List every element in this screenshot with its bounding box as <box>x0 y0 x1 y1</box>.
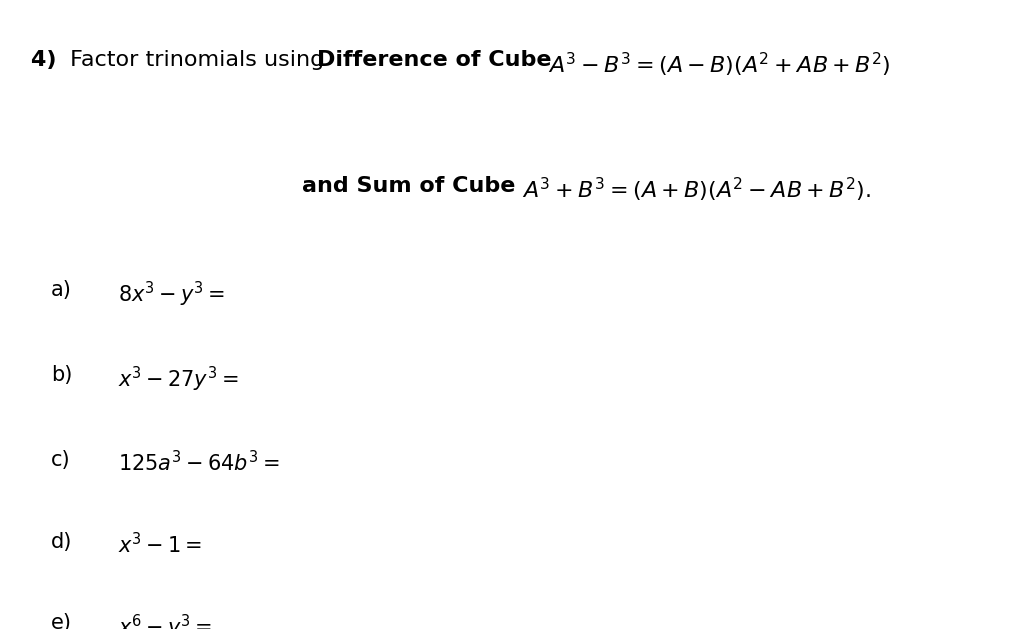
Text: $x^3 - 27y^3 =$: $x^3 - 27y^3 =$ <box>118 365 239 394</box>
Text: Difference of Cube: Difference of Cube <box>317 50 560 70</box>
Text: d): d) <box>51 532 73 552</box>
Text: e): e) <box>51 613 73 629</box>
Text: $A^3 - B^3 = (A - B)( A^2 + AB + B^2)$: $A^3 - B^3 = (A - B)( A^2 + AB + B^2)$ <box>548 50 891 79</box>
Text: Factor trinomials using: Factor trinomials using <box>63 50 332 70</box>
Text: $125a^3 - 64b^3 =$: $125a^3 - 64b^3 =$ <box>118 450 280 475</box>
Text: 4): 4) <box>31 50 63 70</box>
Text: and Sum of Cube: and Sum of Cube <box>302 176 523 196</box>
Text: $A^3 + B^3 = (A + B)( A^2 - AB + B^2).$: $A^3 + B^3 = (A + B)( A^2 - AB + B^2).$ <box>522 176 871 204</box>
Text: a): a) <box>51 280 72 300</box>
Text: b): b) <box>51 365 73 385</box>
Text: $x^6 - y^3 =$: $x^6 - y^3 =$ <box>118 613 212 629</box>
Text: c): c) <box>51 450 71 470</box>
Text: $x^3 - 1 =$: $x^3 - 1 =$ <box>118 532 202 557</box>
Text: $8x^3 - y^3 =$: $8x^3 - y^3 =$ <box>118 280 224 309</box>
